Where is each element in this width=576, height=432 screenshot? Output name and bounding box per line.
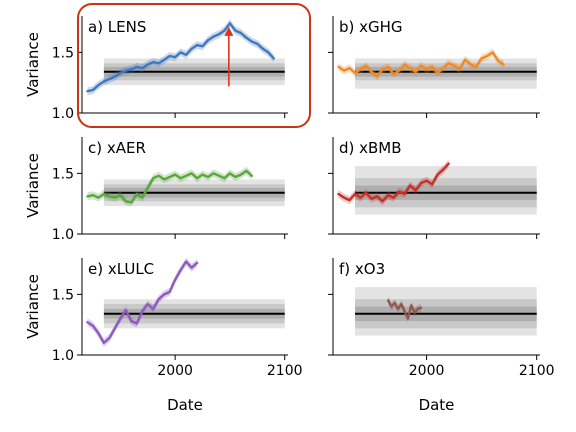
- panel-title: b) xGHG: [339, 18, 403, 36]
- panel-title: f) xO3: [339, 260, 385, 278]
- series-line: [86, 260, 199, 345]
- x-axis-label: Date: [419, 396, 455, 414]
- y-axis-label: Variance: [24, 32, 42, 97]
- panel-5: 1.0 1.5 2000 2100 e) xLULC Variance Date: [24, 257, 303, 414]
- y-tick-label: 1.0: [52, 348, 74, 364]
- x-tick-label: 2000: [157, 363, 193, 379]
- y-axis-label: Variance: [24, 274, 42, 339]
- panel-title: c) xAER: [88, 139, 146, 157]
- y-tick-label: 1.5: [52, 45, 74, 61]
- panel-4: d) xBMB: [328, 137, 540, 239]
- y-tick-label: 1.5: [52, 287, 74, 303]
- arrow-head: [224, 26, 234, 36]
- y-tick-label: 1.0: [52, 106, 74, 122]
- series-line: [386, 299, 423, 320]
- panel-title: a) LENS: [88, 18, 146, 36]
- x-tick-label: 2100: [519, 363, 555, 379]
- highlight-box: [77, 3, 311, 128]
- panel-2: b) xGHG: [328, 16, 540, 118]
- series-envelope: [87, 257, 198, 347]
- panel-1: 1.0 1.5 a) LENS Variance: [24, 3, 311, 128]
- panel-title: d) xBMB: [339, 139, 402, 157]
- y-tick-label: 1.5: [52, 166, 74, 182]
- x-tick-label: 2100: [267, 363, 303, 379]
- series-line: [86, 169, 253, 204]
- x-axis-label: Date: [167, 396, 203, 414]
- x-tick-label: 2000: [409, 363, 445, 379]
- y-tick-label: 1.0: [52, 227, 74, 243]
- series-envelope: [87, 166, 252, 207]
- y-axis-label: Variance: [24, 153, 42, 218]
- series-line: [337, 162, 450, 203]
- series-line: [337, 51, 505, 78]
- panel-6: 2000 2100 f) xO3 Date: [328, 258, 555, 414]
- panel-title: e) xLULC: [88, 260, 154, 278]
- series-line: [86, 22, 275, 93]
- panel-3: 1.0 1.5 c) xAER Variance: [24, 137, 288, 243]
